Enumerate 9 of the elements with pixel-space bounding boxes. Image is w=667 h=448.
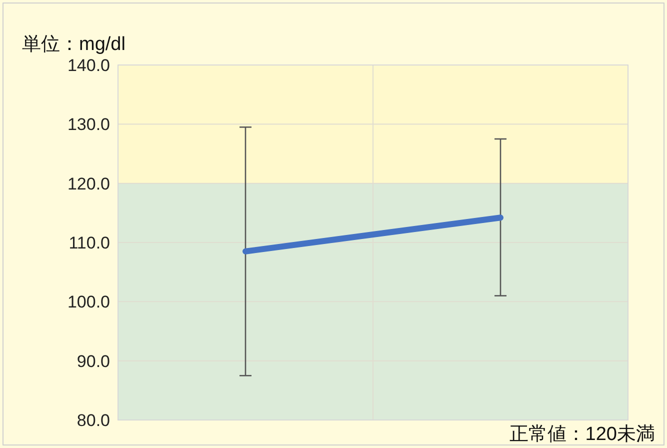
y-tick-label: 120.0: [67, 174, 110, 194]
text: 正常値：120未満: [509, 424, 655, 445]
y-tick-label: 90.0: [76, 352, 110, 371]
y-tick-label: 130.0: [67, 115, 110, 134]
y-tick-label: 80.0: [76, 411, 110, 430]
y-tick-label: 140.0: [67, 56, 110, 75]
y-tick-label: 100.0: [67, 292, 110, 312]
y-tick-label: 110.0: [68, 234, 110, 252]
y-axis-title: 単位：mg/dl: [22, 34, 126, 55]
